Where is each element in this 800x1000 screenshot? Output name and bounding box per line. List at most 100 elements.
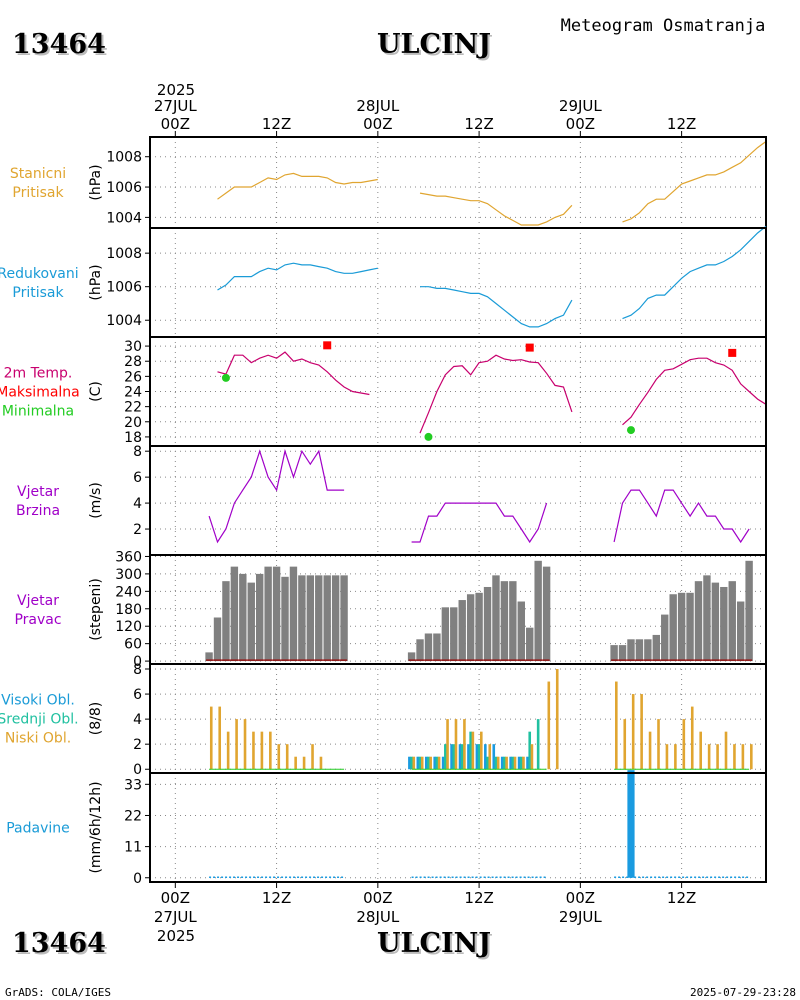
cloud-bar <box>252 731 255 770</box>
top-day-label: 27JUL <box>154 97 197 115</box>
top-year-label: 2025 <box>157 81 195 99</box>
cloud-bar <box>640 694 643 770</box>
cloud-bar <box>427 756 430 770</box>
y-tick-label: 0 <box>133 654 142 670</box>
series-line <box>613 489 750 544</box>
cloud-bar <box>302 756 306 770</box>
cloud-bar <box>446 719 449 770</box>
cloud-bar <box>269 731 272 770</box>
cloud-bar <box>488 744 492 770</box>
cloud-bar <box>492 744 496 770</box>
direction-bar <box>458 600 466 662</box>
cloud-bar <box>707 744 711 770</box>
top-day-label: 28JUL <box>356 97 399 115</box>
bottom-hour-label: 12Z <box>464 889 493 907</box>
panel-frame <box>149 136 767 229</box>
cloud-bar <box>408 756 411 770</box>
cloud-bar <box>416 756 420 770</box>
bottom-time-axis: 00Z 12Z 00Z 12Z 00Z 12Z 27JUL 28JUL 29JUL <box>154 882 696 926</box>
station-id-shadow: 13464 <box>14 31 108 62</box>
cloud-bar <box>519 756 523 770</box>
direction-bar <box>483 586 492 662</box>
panel-label-line: Maksimalna <box>0 385 80 401</box>
y-tick-label: 2 <box>133 737 142 753</box>
cloud-bar <box>218 706 222 770</box>
direction-bar <box>686 592 694 662</box>
cloud-bar <box>484 744 487 770</box>
series-line <box>420 286 573 328</box>
cloud-bar <box>503 756 506 770</box>
station-name-top: ULCINJ <box>377 29 491 60</box>
y-tick-label: 20 <box>124 415 142 431</box>
top-time-axis: 00Z 12Z 00Z 12Z 00Z 12Z 27JUL 28JUL 29JUL <box>154 97 696 137</box>
y-tick-label: 360 <box>115 549 142 565</box>
y-tick-label: 8 <box>133 444 142 460</box>
cloud-bar <box>500 756 504 770</box>
footer-station-id: 13464 <box>12 928 106 959</box>
cloud-bar <box>294 756 297 770</box>
cloud-bar <box>530 744 534 770</box>
cloud-bar <box>674 744 677 770</box>
y-tick-label: 1004 <box>106 210 142 226</box>
panel-label-line: Padavine <box>6 821 70 837</box>
direction-bar <box>407 652 416 662</box>
panel-vjetar_brzina: 2 4 6 8 (m/s) Vjetar Brzina <box>16 444 767 556</box>
cloud-bar <box>460 744 464 770</box>
cloud-bar <box>477 744 481 770</box>
y-axis-label: (8/8) <box>88 702 104 735</box>
direction-bar <box>694 581 703 662</box>
y-tick-label: 22 <box>124 400 142 416</box>
direction-bar <box>255 573 264 662</box>
y-tick-label: 60 <box>124 637 142 653</box>
direction-bar <box>230 566 239 662</box>
cloud-bar <box>475 744 479 770</box>
series-line <box>411 502 548 544</box>
direction-bar <box>644 639 652 662</box>
cloud-bar <box>547 681 551 770</box>
direction-bar <box>745 560 753 662</box>
direction-bar <box>433 633 441 662</box>
cloud-bar <box>444 744 447 770</box>
station-name-shadow: ULCINJ <box>379 31 493 62</box>
cloud-bar <box>467 744 470 770</box>
panel-frame <box>149 772 767 883</box>
panel-oblacnost: 0 2 4 6 8 (8/8) Visoki Obl. Srednji Obl. Niski O… <box>0 662 767 778</box>
panel-label-line: Redukovani <box>0 266 79 282</box>
top-hour-label: 12Z <box>667 115 696 133</box>
y-tick-label: 1006 <box>106 280 142 296</box>
cloud-bar <box>509 756 512 770</box>
direction-bar <box>416 639 424 662</box>
y-axis-label: (C) <box>88 381 104 402</box>
precip-bar <box>627 770 635 878</box>
top-hour-label: 00Z <box>566 115 595 133</box>
bottom-hour-label: 12Z <box>667 889 696 907</box>
cloud-bar <box>226 731 230 770</box>
cloud-bar <box>657 719 660 770</box>
max-temp-marker <box>323 341 332 350</box>
y-tick-label: 120 <box>115 619 142 635</box>
bottom-hour-label: 00Z <box>566 889 595 907</box>
bottom-year-label: 2025 <box>157 927 195 945</box>
panel-label-line: Visoki Obl. <box>1 693 75 709</box>
product-title: Meteogram Osmatranja <box>561 16 766 36</box>
cloud-bar <box>410 756 413 770</box>
y-tick-label: 6 <box>133 470 142 486</box>
panel-padavine: 0 11 22 33 (mm/6h/12h) Padavine <box>6 770 767 887</box>
y-tick-label: 22 <box>124 808 142 824</box>
direction-bar <box>450 607 458 662</box>
panel-label-line: Srednji Obl. <box>0 712 79 728</box>
y-tick-label: 24 <box>124 385 142 401</box>
panel-label-line: Minimalna <box>2 404 74 420</box>
y-tick-label: 1004 <box>106 313 142 329</box>
top-hour-label: 12Z <box>464 115 493 133</box>
cloud-bar <box>418 756 422 770</box>
direction-bar <box>306 575 315 662</box>
direction-bar <box>281 576 289 662</box>
y-tick-label: 0 <box>133 762 142 778</box>
panel-label-line: Brzina <box>16 503 60 519</box>
direction-bar <box>264 566 272 662</box>
series-line <box>622 225 767 320</box>
series-line <box>217 172 378 200</box>
